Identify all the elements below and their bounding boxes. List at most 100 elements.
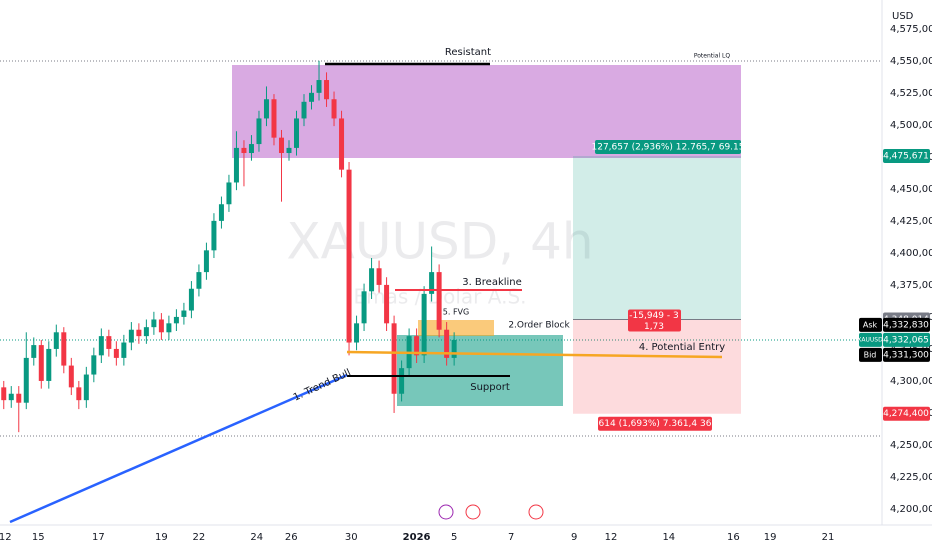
candle-body [121, 342, 127, 358]
candle-body [451, 339, 457, 358]
candle-body [421, 293, 427, 356]
candle-body [294, 118, 300, 148]
target-text: 127,657 (2,936%) 12.765,7 69.15 [592, 143, 745, 153]
y-tick-label: 4,375,000 [890, 280, 932, 291]
candle-body [278, 137, 284, 154]
price-tag [859, 317, 882, 332]
stop-badge [598, 416, 712, 431]
watermark: XAUUSD, 4h [286, 213, 593, 271]
candle-body [151, 319, 157, 328]
candle-body [436, 272, 442, 330]
candle-body [346, 169, 352, 343]
candle-body [256, 118, 262, 145]
candle-body [271, 99, 277, 138]
candle-body [91, 355, 97, 375]
x-tick-label: 2026 [403, 532, 431, 543]
y-tick-label: 4,300,000 [890, 376, 932, 387]
entry-badge [628, 309, 681, 332]
y-tick-label: 4,400,000 [890, 248, 932, 259]
y-tick-label: 4,550,000 [890, 56, 932, 67]
event-icon[interactable] [528, 504, 544, 520]
stop-text: 73,614 (1,693%) 7.361,4 36.18 [584, 419, 726, 429]
event-icon[interactable] [465, 504, 481, 520]
entry-line [346, 350, 723, 359]
price-tag-label: XAUUSD [857, 336, 883, 343]
target-badge [595, 140, 741, 155]
candle-body [136, 329, 142, 337]
x-tick-label: 12 [605, 532, 618, 543]
candles [1, 60, 457, 433]
x-tick-label: 16 [727, 532, 740, 543]
x-tick-label: 26 [285, 532, 298, 543]
candle-body [98, 336, 104, 356]
candle-body [354, 323, 360, 343]
candle-body [376, 268, 382, 285]
candle-body [1, 387, 7, 401]
price-badge [883, 317, 930, 332]
candle-body [76, 387, 82, 401]
price-badge [883, 332, 930, 347]
price-tag-label: Ask [863, 320, 878, 329]
price-badge [883, 149, 930, 164]
price-tag [859, 332, 882, 347]
candle-body [83, 374, 89, 401]
x-tick-label: 17 [92, 532, 105, 543]
candle-body [444, 329, 450, 358]
x-tick-label: 15 [32, 532, 45, 543]
currency[interactable]: USD [892, 11, 914, 22]
candle-body [286, 147, 292, 154]
breakline-label: 3. Breakline [462, 277, 522, 288]
fvg-zone [418, 320, 494, 336]
candle-body [128, 329, 134, 343]
x-tick-label: 7 [508, 532, 514, 543]
candle-body [23, 357, 29, 403]
target-zone [573, 156, 741, 320]
candle-body [158, 319, 164, 333]
candle-body [8, 393, 14, 401]
y-tick-label: 4,250,000 [890, 440, 932, 451]
price-badge [883, 406, 930, 421]
candle-body [339, 118, 345, 170]
candle-body [233, 147, 239, 183]
price-tag [859, 347, 882, 362]
event-icon[interactable] [438, 504, 454, 520]
x-tick-label: 22 [193, 532, 206, 543]
candle-body [143, 327, 149, 337]
candle-body [203, 250, 209, 273]
candle-body [106, 336, 112, 349]
x-tick-label: 14 [662, 532, 675, 543]
candle-body [16, 393, 22, 403]
y-tick-label: 4,525,000 [890, 88, 932, 99]
y-tick-label: 4,225,000 [890, 472, 932, 483]
y-tick-label: 4,575,000 [890, 24, 932, 35]
candle-body [196, 272, 202, 289]
x-tick-label: 9 [571, 532, 577, 543]
candle-body [113, 348, 119, 358]
price-badge-label: 4,475,671 [883, 152, 929, 162]
candle-body [301, 101, 307, 119]
candle-body [369, 268, 375, 292]
support-label: Support [470, 382, 510, 393]
x-tick-label: 19 [155, 532, 168, 543]
candle-body [53, 332, 59, 349]
candle-body [399, 368, 405, 394]
candle-body [38, 345, 44, 381]
position-tool: 127,657 (2,936%) 12.765,7 69.15 -15,949 -… [573, 140, 744, 431]
candle-body [331, 99, 337, 119]
candle-body [218, 204, 224, 221]
candle-body [316, 80, 322, 93]
order-block-label: 2.Order Block [508, 321, 570, 331]
y-tick-label: 4,425,000 [890, 216, 932, 227]
candle-body [324, 80, 330, 100]
candle-body [61, 332, 67, 366]
candle-body [309, 92, 315, 102]
y-tick-label: 4,200,000 [890, 504, 932, 515]
lq-label: Potential LQ [694, 53, 731, 60]
price-badge-label: 4,332,065 [883, 335, 929, 345]
price-badge [883, 347, 930, 362]
candle-body [46, 348, 52, 381]
candle-body [414, 336, 420, 356]
price-tag-label: Bid [864, 350, 877, 359]
